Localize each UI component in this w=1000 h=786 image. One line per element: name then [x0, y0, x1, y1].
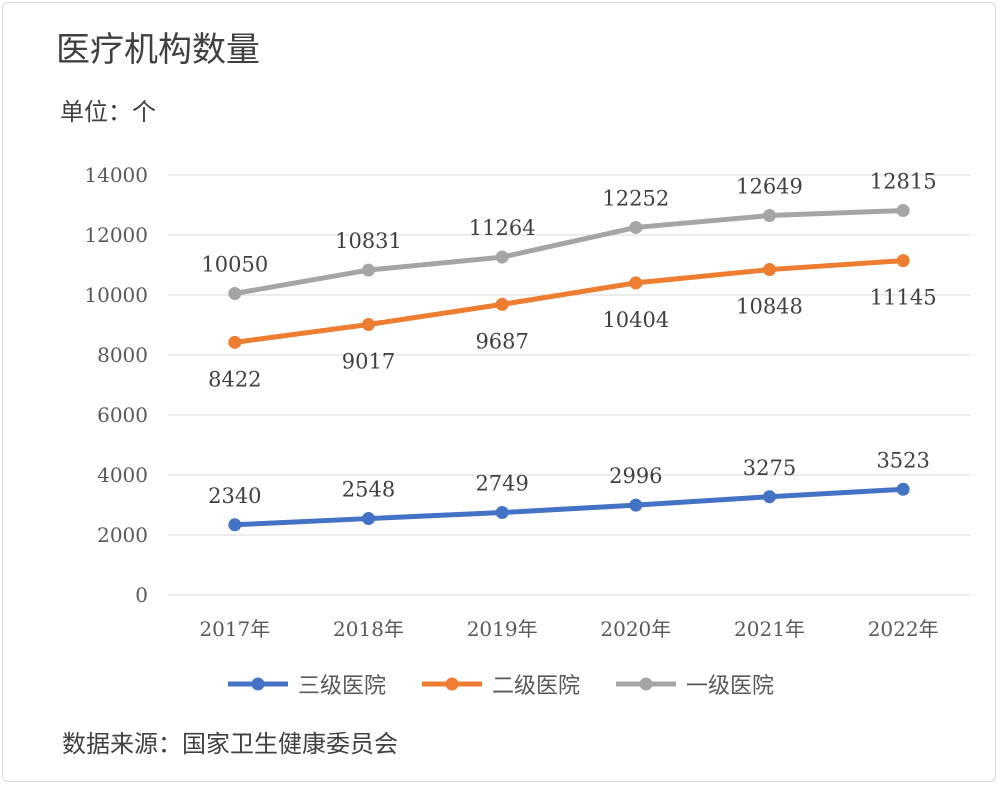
unit-label: 单位：个: [60, 98, 156, 126]
y-tick-label: 14000: [84, 163, 148, 187]
y-tick-label: 6000: [97, 403, 148, 427]
data-label: 10050: [201, 253, 268, 277]
data-label: 3275: [743, 456, 796, 480]
legend-label: 二级医院: [491, 674, 580, 699]
data-label: 9017: [342, 349, 395, 373]
legend-item: 一级医院: [614, 668, 774, 700]
x-tick-label: 2019年: [467, 617, 538, 641]
data-point: [896, 254, 910, 268]
data-point: [228, 287, 242, 300]
x-tick-label: 2021年: [734, 617, 805, 641]
x-tick-label: 2017年: [199, 617, 270, 641]
data-point: [763, 263, 776, 277]
data-label: 12815: [870, 170, 937, 194]
data-label: 8422: [208, 367, 261, 391]
legend-label: 三级医院: [297, 674, 386, 699]
y-tick-label: 0: [135, 583, 148, 607]
data-point: [763, 490, 776, 504]
data-point: [629, 498, 643, 512]
data-label: 2996: [609, 464, 662, 488]
source-note: 数据来源：国家卫生健康委员会: [62, 730, 398, 758]
y-tick-label: 8000: [97, 343, 148, 367]
chart-title: 医疗机构数量: [56, 30, 260, 70]
data-point: [362, 512, 375, 526]
x-tick-label: 2020年: [600, 617, 671, 641]
data-label: 10831: [335, 229, 402, 253]
legend-marker-icon: [421, 677, 482, 691]
data-point: [629, 220, 643, 234]
data-point: [495, 250, 509, 264]
data-label: 12252: [602, 186, 669, 210]
data-label: 9687: [475, 329, 528, 353]
y-tick-label: 4000: [97, 463, 148, 487]
legend-label: 一级医院: [686, 674, 775, 699]
data-point: [362, 263, 375, 277]
data-label: 2340: [208, 484, 261, 508]
data-point: [896, 482, 910, 496]
data-point: [896, 204, 910, 218]
data-point: [228, 335, 242, 349]
series-line-1: [234, 486, 904, 528]
data-label: 2548: [342, 478, 395, 502]
legend: 三级医院 二级医院 一级医院: [0, 668, 1000, 700]
y-tick-label: 10000: [84, 283, 148, 307]
data-label: 10404: [602, 308, 669, 332]
data-label: 11145: [870, 286, 937, 310]
data-point: [495, 297, 509, 311]
legend-marker-icon: [616, 677, 676, 691]
y-tick-label: 12000: [84, 223, 148, 247]
data-point: [495, 506, 509, 520]
data-label: 12649: [736, 175, 803, 199]
series-line-3: [234, 208, 904, 296]
x-tick-label: 2022年: [868, 617, 939, 641]
data-label: 2749: [475, 472, 528, 496]
legend-item: 三级医院: [226, 668, 386, 700]
x-tick-label: 2018年: [333, 617, 404, 641]
data-point: [228, 518, 242, 532]
data-point: [629, 276, 643, 290]
data-point: [763, 209, 776, 223]
data-label: 11264: [469, 216, 536, 240]
data-point: [362, 317, 375, 331]
data-label: 10848: [736, 295, 803, 319]
y-tick-label: 2000: [97, 523, 148, 547]
series-line-2: [234, 258, 904, 345]
legend-marker-icon: [227, 677, 288, 691]
data-label: 3523: [876, 448, 929, 472]
legend-item: 二级医院: [420, 668, 580, 700]
